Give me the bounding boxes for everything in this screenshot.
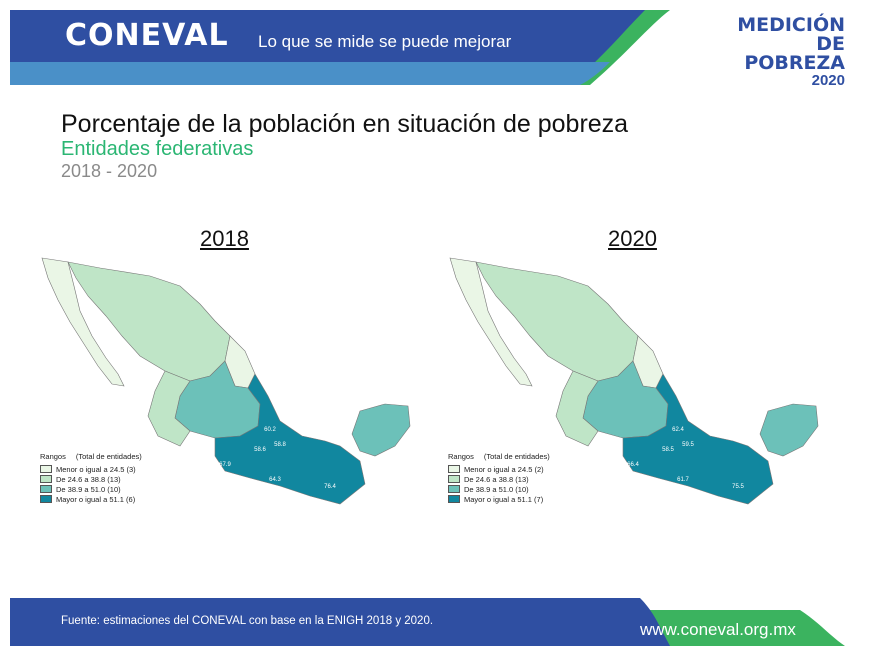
map-legend: Rangos (Total de entidades) Menor o igual…: [40, 452, 142, 504]
state-value-labels: 67.9 64.3 76.4 58.8 58.6 60.2: [219, 427, 336, 490]
legend-swatch: [448, 485, 460, 493]
map-legend: Rangos (Total de entidades) Menor o igual…: [448, 452, 550, 504]
medicion-pobreza-logo: MEDICIÓN DE POBREZA 2020: [715, 16, 845, 89]
legend-swatch: [40, 485, 52, 493]
tagline: Lo que se mide se puede mejorar: [258, 32, 512, 51]
state-value-label: 59.5: [682, 442, 694, 448]
title-emphasis: pobreza: [537, 110, 629, 138]
legend-label: Menor o igual a 24.5 (2): [464, 464, 544, 474]
legend-header: Rangos (Total de entidades): [40, 452, 142, 461]
legend-count-label: (Total de entidades): [75, 452, 142, 461]
state-value-label: 66.4: [627, 462, 639, 468]
yucatan: [351, 403, 411, 457]
period-label: 2018 - 2020: [61, 161, 158, 181]
state-value-label: 58.8: [274, 442, 286, 448]
legend-item: De 38.9 a 51.0 (10): [40, 484, 142, 494]
coneval-logo: CONEVAL: [65, 18, 229, 53]
header-band-bottom: [10, 62, 570, 85]
legend-item: De 24.6 a 38.8 (13): [40, 474, 142, 484]
southern-states: [214, 373, 366, 505]
west-states: [555, 370, 599, 447]
page-title: Porcentaje de la población en situación …: [61, 110, 628, 139]
title-prefix: Porcentaje de la población en situación …: [61, 110, 531, 138]
legend-label: De 38.9 a 51.0 (10): [56, 484, 121, 494]
baja-california: [41, 257, 125, 387]
legend-swatch: [40, 475, 52, 483]
map-panel-2018: 2018 67.9 64.3 76.4 58.8 58.6 60.2 Rangos (Tot…: [40, 226, 430, 516]
legend-label: Menor o igual a 24.5 (3): [56, 464, 136, 474]
legend-swatch: [448, 495, 460, 503]
legend-swatch: [448, 475, 460, 483]
state-value-label: 67.9: [219, 462, 231, 468]
legend-label: De 24.6 a 38.8 (13): [464, 474, 529, 484]
legend-item: De 24.6 a 38.8 (13): [448, 474, 550, 484]
legend-label: Mayor o igual a 51.1 (7): [464, 494, 544, 504]
baja-california: [449, 257, 533, 387]
source-note: Fuente: estimaciones del CONEVAL con bas…: [61, 615, 434, 627]
legend-items: Menor o igual a 24.5 (2) De 24.6 a 38.8 (…: [448, 464, 550, 504]
page-subtitle: Entidades federativas: [61, 138, 254, 160]
legend-count-label: (Total de entidades): [483, 452, 550, 461]
legend-item: Mayor o igual a 51.1 (6): [40, 494, 142, 504]
southern-states: [622, 373, 774, 505]
mexico-map: 67.9 64.3 76.4 58.8 58.6 60.2: [41, 257, 411, 505]
west-states: [147, 370, 191, 447]
state-value-labels: 66.4 61.7 75.5 59.5 58.5 62.4: [627, 427, 744, 490]
state-value-label: 64.3: [269, 477, 281, 483]
mexico-map: 66.4 61.7 75.5 59.5 58.5 62.4: [449, 257, 819, 505]
header-swoosh: [550, 10, 670, 85]
legend-swatch: [448, 465, 460, 473]
header-band-top: [10, 10, 570, 62]
state-value-label: 60.2: [264, 427, 276, 433]
legend-item: De 38.9 a 51.0 (10): [448, 484, 550, 494]
legend-swatch: [40, 465, 52, 473]
header-banner: CONEVAL Lo que se mide se puede mejorar: [10, 10, 710, 85]
sonora-chihuahua: [475, 261, 639, 382]
brand-line-3: 2020: [811, 72, 845, 89]
legend-label: Mayor o igual a 51.1 (6): [56, 494, 136, 504]
legend-header: Rangos (Total de entidades): [448, 452, 550, 461]
footer-swoosh: [600, 598, 845, 646]
footer-band: [10, 598, 630, 646]
state-value-label: 62.4: [672, 427, 684, 433]
legend-label: De 24.6 a 38.8 (13): [56, 474, 121, 484]
footer-banner: Fuente: estimaciones del CONEVAL con bas…: [10, 598, 881, 648]
map-year: 2020: [608, 226, 657, 251]
legend-title: Rangos: [448, 452, 474, 461]
legend-items: Menor o igual a 24.5 (3) De 24.6 a 38.8 (…: [40, 464, 142, 504]
legend-label: De 38.9 a 51.0 (10): [464, 484, 529, 494]
legend-title: Rangos: [40, 452, 66, 461]
state-value-label: 75.5: [732, 484, 744, 490]
yucatan: [759, 403, 819, 457]
legend-swatch: [40, 495, 52, 503]
website-link[interactable]: www.coneval.org.mx: [640, 620, 796, 639]
state-value-label: 58.5: [662, 447, 674, 453]
legend-item: Menor o igual a 24.5 (3): [40, 464, 142, 474]
state-value-label: 61.7: [677, 477, 689, 483]
state-value-label: 58.6: [254, 447, 266, 453]
map-panel-2020: 2020 66.4 61.7 75.5 59.5 58.5 62.4 Rangos (Tot…: [448, 226, 838, 516]
brand-line-1: MEDICIÓN: [737, 14, 845, 36]
brand-line-2: DE POBREZA: [744, 33, 845, 74]
map-year: 2018: [200, 226, 249, 251]
sonora-chihuahua: [67, 261, 231, 382]
legend-item: Mayor o igual a 51.1 (7): [448, 494, 550, 504]
state-value-label: 76.4: [324, 484, 336, 490]
legend-item: Menor o igual a 24.5 (2): [448, 464, 550, 474]
